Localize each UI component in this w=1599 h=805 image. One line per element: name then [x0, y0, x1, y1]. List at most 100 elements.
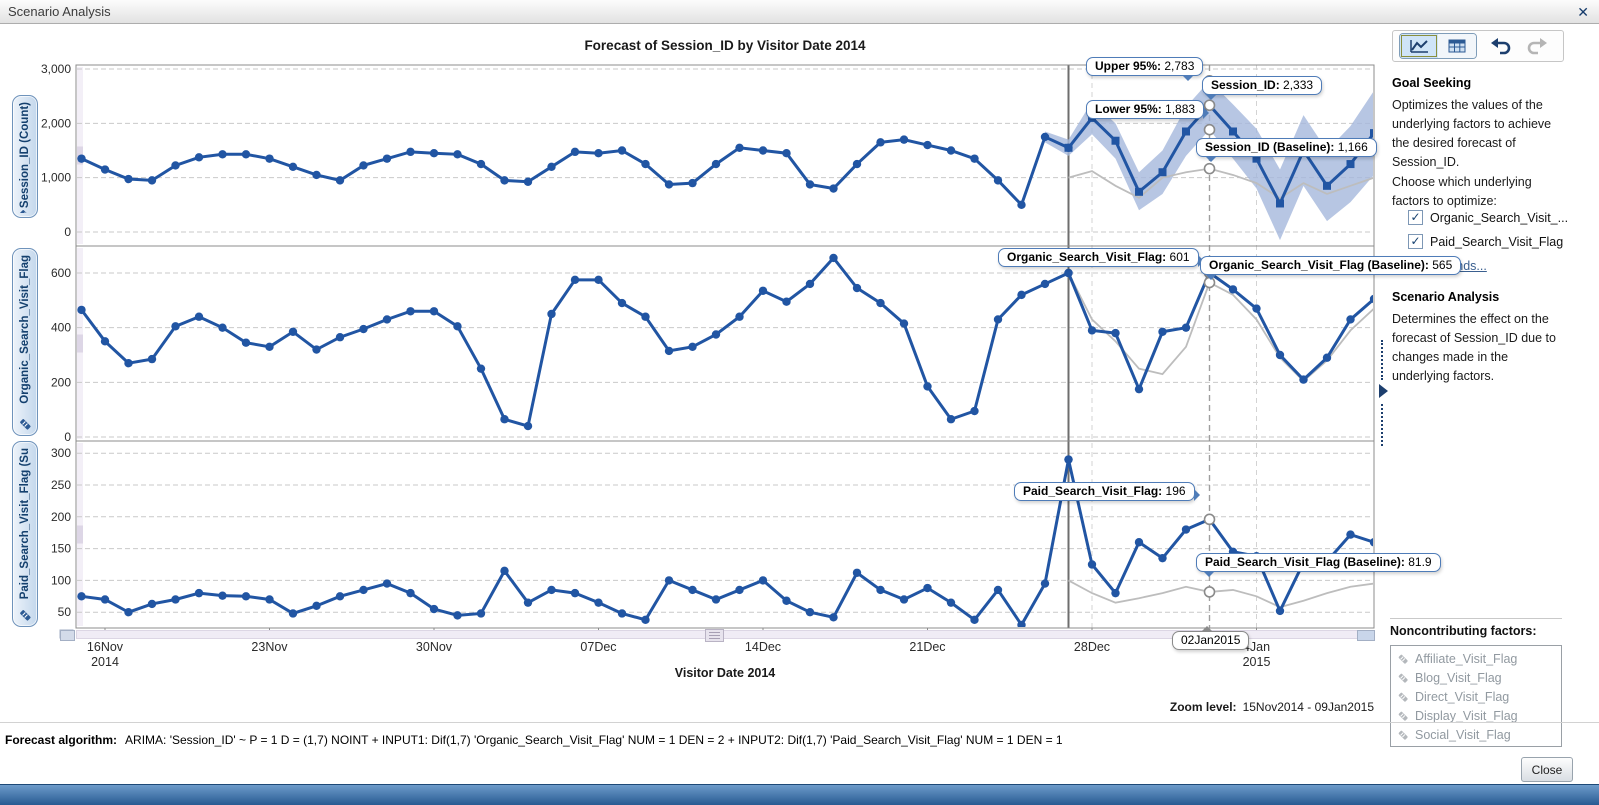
- callout-session-id: Session_ID: 2,333: [1202, 76, 1323, 100]
- callout-session-baseline: Session_ID (Baseline): 1,166: [1196, 138, 1377, 162]
- svg-text:400: 400: [51, 321, 71, 335]
- x-zoom-right-handle[interactable]: [1357, 630, 1375, 641]
- line-chart-icon: [1410, 40, 1428, 53]
- measure-icon: [20, 210, 31, 213]
- measure-icon-gray: [1398, 673, 1408, 683]
- chart-toolbar: [1392, 30, 1564, 62]
- measure-icon-gray: [1398, 654, 1408, 664]
- undo-icon: [1491, 38, 1511, 55]
- noncontributing-item: Display_Visit_Flag: [1397, 706, 1561, 725]
- factor-checkbox-paid[interactable]: ✓ Paid_Search_Visit_Flag: [1408, 234, 1578, 249]
- callout-organic-label: Organic_Search_Visit_Flag:: [1007, 250, 1167, 264]
- callout-paid-value: 196: [1165, 484, 1186, 498]
- svg-text:50: 50: [58, 605, 72, 619]
- noncontributing-title: Noncontributing factors:: [1390, 624, 1537, 638]
- footer-divider: [0, 722, 1599, 723]
- x-zoom-grabber[interactable]: [705, 629, 724, 642]
- redo-icon: [1527, 38, 1547, 55]
- x-zoom-scrollbar[interactable]: [60, 629, 1375, 642]
- svg-text:30Nov: 30Nov: [416, 640, 453, 654]
- checkbox-checked-icon[interactable]: ✓: [1408, 210, 1423, 225]
- chart-title: Forecast of Session_ID by Visitor Date 2…: [584, 38, 866, 53]
- svg-text:200: 200: [51, 510, 71, 524]
- callout-reference-date: 02Jan2015: [1172, 626, 1250, 650]
- measure-icon: [20, 419, 31, 430]
- redo-button[interactable]: [1523, 34, 1553, 58]
- sidebar-divider: [1390, 618, 1562, 619]
- sidebar-collapse-arrow[interactable]: [1379, 384, 1395, 398]
- zoom-level-value: 15Nov2014 - 09Jan2015: [1242, 700, 1374, 714]
- forecast-algorithm-value: ARIMA: 'Session_ID' ~ P = 1 D = (1,7) NO…: [125, 733, 1063, 747]
- callout-paid-label: Paid_Search_Visit_Flag:: [1023, 484, 1163, 498]
- svg-text:250: 250: [51, 478, 71, 492]
- svg-text:3,000: 3,000: [41, 62, 71, 76]
- measure-icon-gray: [1398, 711, 1408, 721]
- goal-seeking-title: Goal Seeking: [1392, 76, 1472, 90]
- zoom-level-label: Zoom level:: [1169, 700, 1237, 714]
- callout-session-baseline-label: Session_ID (Baseline):: [1205, 140, 1335, 154]
- forecast-algorithm: Forecast algorithm: ARIMA: 'Session_ID' ~…: [5, 733, 1385, 747]
- callout-reference-date-value: 02Jan2015: [1181, 633, 1241, 647]
- callout-session-id-label: Session_ID:: [1211, 78, 1280, 92]
- zoom-level: Zoom level: 15Nov2014 - 09Jan2015: [1170, 700, 1374, 714]
- table-icon: [1448, 39, 1466, 53]
- factor-label-paid: Paid_Search_Visit_Flag: [1430, 234, 1564, 249]
- measure-icon-gray: [1398, 730, 1408, 740]
- svg-text:300: 300: [51, 446, 71, 460]
- svg-text:2,000: 2,000: [41, 116, 71, 130]
- callout-paid-baseline-label: Paid_Search_Visit_Flag (Baseline):: [1205, 555, 1405, 569]
- svg-text:600: 600: [51, 266, 71, 280]
- y-axis-pill-session-id[interactable]: Session_ID (Count): [12, 95, 38, 218]
- callout-lower95: Lower 95%: 1,883: [1086, 100, 1210, 119]
- x-zoom-left-handle[interactable]: [60, 630, 75, 641]
- factor-checkbox-organic[interactable]: ✓ Organic_Search_Visit_...: [1408, 210, 1578, 225]
- callout-organic: Organic_Search_Visit_Flag: 601: [998, 248, 1204, 267]
- callout-upper95-label: Upper 95%:: [1095, 59, 1162, 73]
- window-bottom-bar: [0, 784, 1599, 805]
- callout-lower95-value: 1,883: [1165, 102, 1196, 116]
- scenario-analysis-desc: Determines the effect on the forecast of…: [1392, 312, 1556, 383]
- svg-text:2014: 2014: [91, 655, 119, 669]
- table-view-button[interactable]: [1438, 34, 1476, 58]
- callout-organic-baseline: Organic_Search_Visit_Flag (Baseline): 56…: [1200, 256, 1462, 280]
- checkbox-checked-icon[interactable]: ✓: [1408, 234, 1423, 249]
- callout-session-id-value: 2,333: [1283, 78, 1314, 92]
- sidebar-splitter-dots[interactable]: [1381, 340, 1386, 380]
- callout-upper95: Upper 95%: 2,783: [1086, 57, 1204, 81]
- window-titlebar: Scenario Analysis ✕: [0, 0, 1599, 24]
- svg-text:0: 0: [64, 430, 71, 444]
- chart-view-button[interactable]: [1400, 34, 1438, 58]
- svg-text:07Dec: 07Dec: [580, 640, 616, 654]
- y-axis-pill-organic[interactable]: Organic_Search_Visit_Flag: [12, 248, 38, 436]
- svg-text:4Jan: 4Jan: [1243, 640, 1270, 654]
- measure-icon: [20, 610, 31, 621]
- x-axis-title: Visitor Date 2014: [674, 666, 776, 680]
- callout-paid: Paid_Search_Visit_Flag: 196: [1014, 482, 1200, 501]
- close-icon[interactable]: ✕: [1577, 4, 1589, 20]
- callout-paid-baseline-value: 81.9: [1408, 555, 1432, 569]
- svg-text:23Nov: 23Nov: [251, 640, 288, 654]
- goal-seeking-choose: Choose which underlying factors to optim…: [1392, 175, 1532, 208]
- undo-button[interactable]: [1485, 34, 1515, 58]
- scenario-analysis-title: Scenario Analysis: [1392, 290, 1500, 304]
- forecast-algorithm-label: Forecast algorithm:: [5, 733, 118, 747]
- svg-text:1,000: 1,000: [41, 171, 71, 185]
- callout-session-baseline-value: 1,166: [1337, 140, 1368, 154]
- y-axis-pill-paid[interactable]: Paid_Search_Visit_Flag (Su: [12, 441, 38, 627]
- callout-upper95-value: 2,783: [1164, 59, 1195, 73]
- svg-text:150: 150: [51, 542, 71, 556]
- noncontributing-item: Blog_Visit_Flag: [1397, 668, 1561, 687]
- svg-text:0: 0: [64, 225, 71, 239]
- callout-lower95-label: Lower 95%:: [1095, 102, 1162, 116]
- svg-text:28Dec: 28Dec: [1074, 640, 1110, 654]
- noncontributing-list: Affiliate_Visit_Flag Blog_Visit_Flag Dir…: [1390, 645, 1562, 747]
- close-button[interactable]: Close: [1521, 757, 1573, 782]
- callout-organic-baseline-label: Organic_Search_Visit_Flag (Baseline):: [1209, 258, 1429, 272]
- noncontributing-item: Affiliate_Visit_Flag: [1397, 649, 1561, 668]
- noncontributing-item: Direct_Visit_Flag: [1397, 687, 1561, 706]
- svg-text:200: 200: [51, 375, 71, 389]
- noncontributing-item: Social_Visit_Flag: [1397, 725, 1561, 744]
- sidebar-splitter-dots[interactable]: [1381, 404, 1386, 446]
